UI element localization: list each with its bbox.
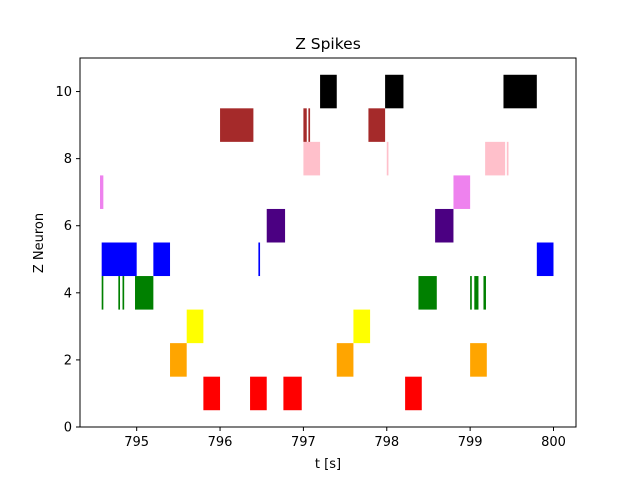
spike-neuron-9-0: [220, 108, 254, 142]
spike-neuron-1-0: [203, 376, 221, 411]
spike-neuron-5-2: [258, 242, 261, 277]
y-tick-label: 10: [55, 85, 72, 100]
spike-neuron-5-1: [153, 242, 171, 277]
y-tick-label: 8: [64, 152, 72, 167]
spike-marks: [100, 74, 554, 411]
x-axis-label: t [s]: [315, 457, 341, 472]
x-tick-label: 795: [124, 435, 149, 450]
spike-neuron-9-3: [368, 108, 386, 142]
spike-neuron-4-1: [118, 276, 121, 310]
spike-neuron-3-1: [353, 309, 371, 344]
spike-neuron-2-2: [470, 343, 487, 377]
x-tick-label: 798: [374, 435, 399, 450]
y-tick-label: 0: [64, 421, 72, 436]
spike-neuron-2-1: [336, 343, 354, 377]
x-tick-label: 797: [291, 435, 316, 450]
spike-neuron-4-7: [483, 276, 486, 310]
x-tick-label: 796: [208, 435, 233, 450]
y-tick-label: 4: [64, 286, 72, 301]
x-axis-ticks: 795 796 797 798 799 800: [124, 427, 566, 450]
spike-neuron-7-1: [453, 175, 471, 209]
spike-neuron-4-5: [470, 276, 472, 310]
spike-neuron-8-3: [506, 141, 509, 176]
y-axis-ticks: 0 2 4 6 8 10: [55, 85, 80, 436]
spike-neuron-9-1: [303, 108, 307, 142]
y-tick-label: 6: [64, 219, 72, 234]
spike-neuron-8-1: [386, 141, 389, 176]
spike-neuron-5-3: [536, 242, 554, 277]
spike-neuron-6-0: [266, 208, 286, 243]
spike-neuron-4-3: [135, 276, 154, 310]
y-tick-label: 2: [64, 353, 72, 368]
spike-neuron-4-4: [418, 276, 437, 310]
spike-neuron-5-0: [101, 242, 137, 277]
axes-frame: [79, 57, 577, 428]
spike-neuron-4-2: [122, 276, 125, 310]
spike-neuron-10-0: [320, 74, 337, 109]
x-tick-label: 799: [458, 435, 483, 450]
spike-neuron-4-6: [474, 276, 479, 310]
spike-neuron-8-0: [303, 141, 321, 176]
spike-neuron-1-3: [405, 376, 422, 411]
spike-neuron-4-0: [101, 276, 104, 310]
spike-neuron-3-0: [186, 309, 204, 344]
spike-neuron-8-2: [485, 141, 506, 176]
spike-neuron-1-2: [283, 376, 302, 411]
spike-neuron-1-1: [250, 376, 267, 411]
x-tick-label: 800: [541, 435, 566, 450]
spike-neuron-10-1: [385, 74, 404, 109]
chart-title: Z Spikes: [295, 35, 361, 53]
spike-neuron-2-0: [170, 343, 187, 377]
y-axis-label: Z Neuron: [32, 213, 47, 273]
spike-neuron-7-0: [100, 175, 104, 209]
spike-neuron-9-2: [308, 108, 311, 142]
spike-neuron-10-2: [503, 74, 537, 109]
spike-neuron-6-1: [435, 208, 454, 243]
